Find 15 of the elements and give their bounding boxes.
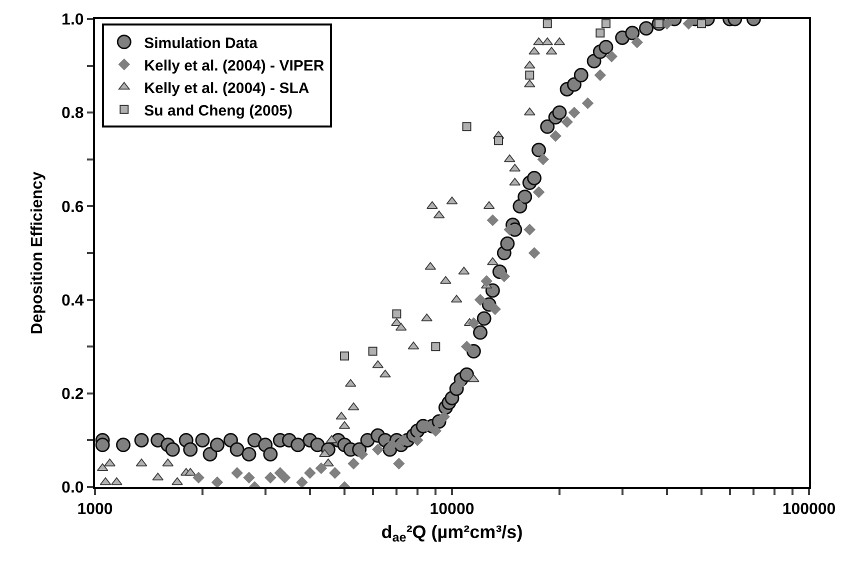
- y-axis-title: Deposition Efficiency: [28, 172, 46, 334]
- legend-label: Su and Cheng (2005): [144, 102, 293, 120]
- y-tick-label: 0.4: [62, 292, 84, 310]
- x-tick-label: 100000: [782, 501, 836, 518]
- x-tick-label: 1000: [77, 501, 113, 518]
- legend-label: Kelly et al. (2004) - SLA: [144, 80, 310, 97]
- legend-label: Kelly et al. (2004) - VIPER: [144, 57, 324, 74]
- y-tick-label: 0.2: [62, 386, 84, 403]
- y-tick-label: 1.0: [62, 12, 84, 29]
- x-tick-label: 10000: [430, 501, 474, 518]
- y-tick-label: 0.0: [62, 480, 84, 497]
- x-axis-title: d$_{ae}$²Q (µm²cm³/s): [381, 522, 523, 545]
- y-tick-label: 0.8: [62, 105, 84, 122]
- y-tick-label: 0.6: [62, 198, 84, 216]
- legend-label: Simulation Data: [144, 34, 258, 52]
